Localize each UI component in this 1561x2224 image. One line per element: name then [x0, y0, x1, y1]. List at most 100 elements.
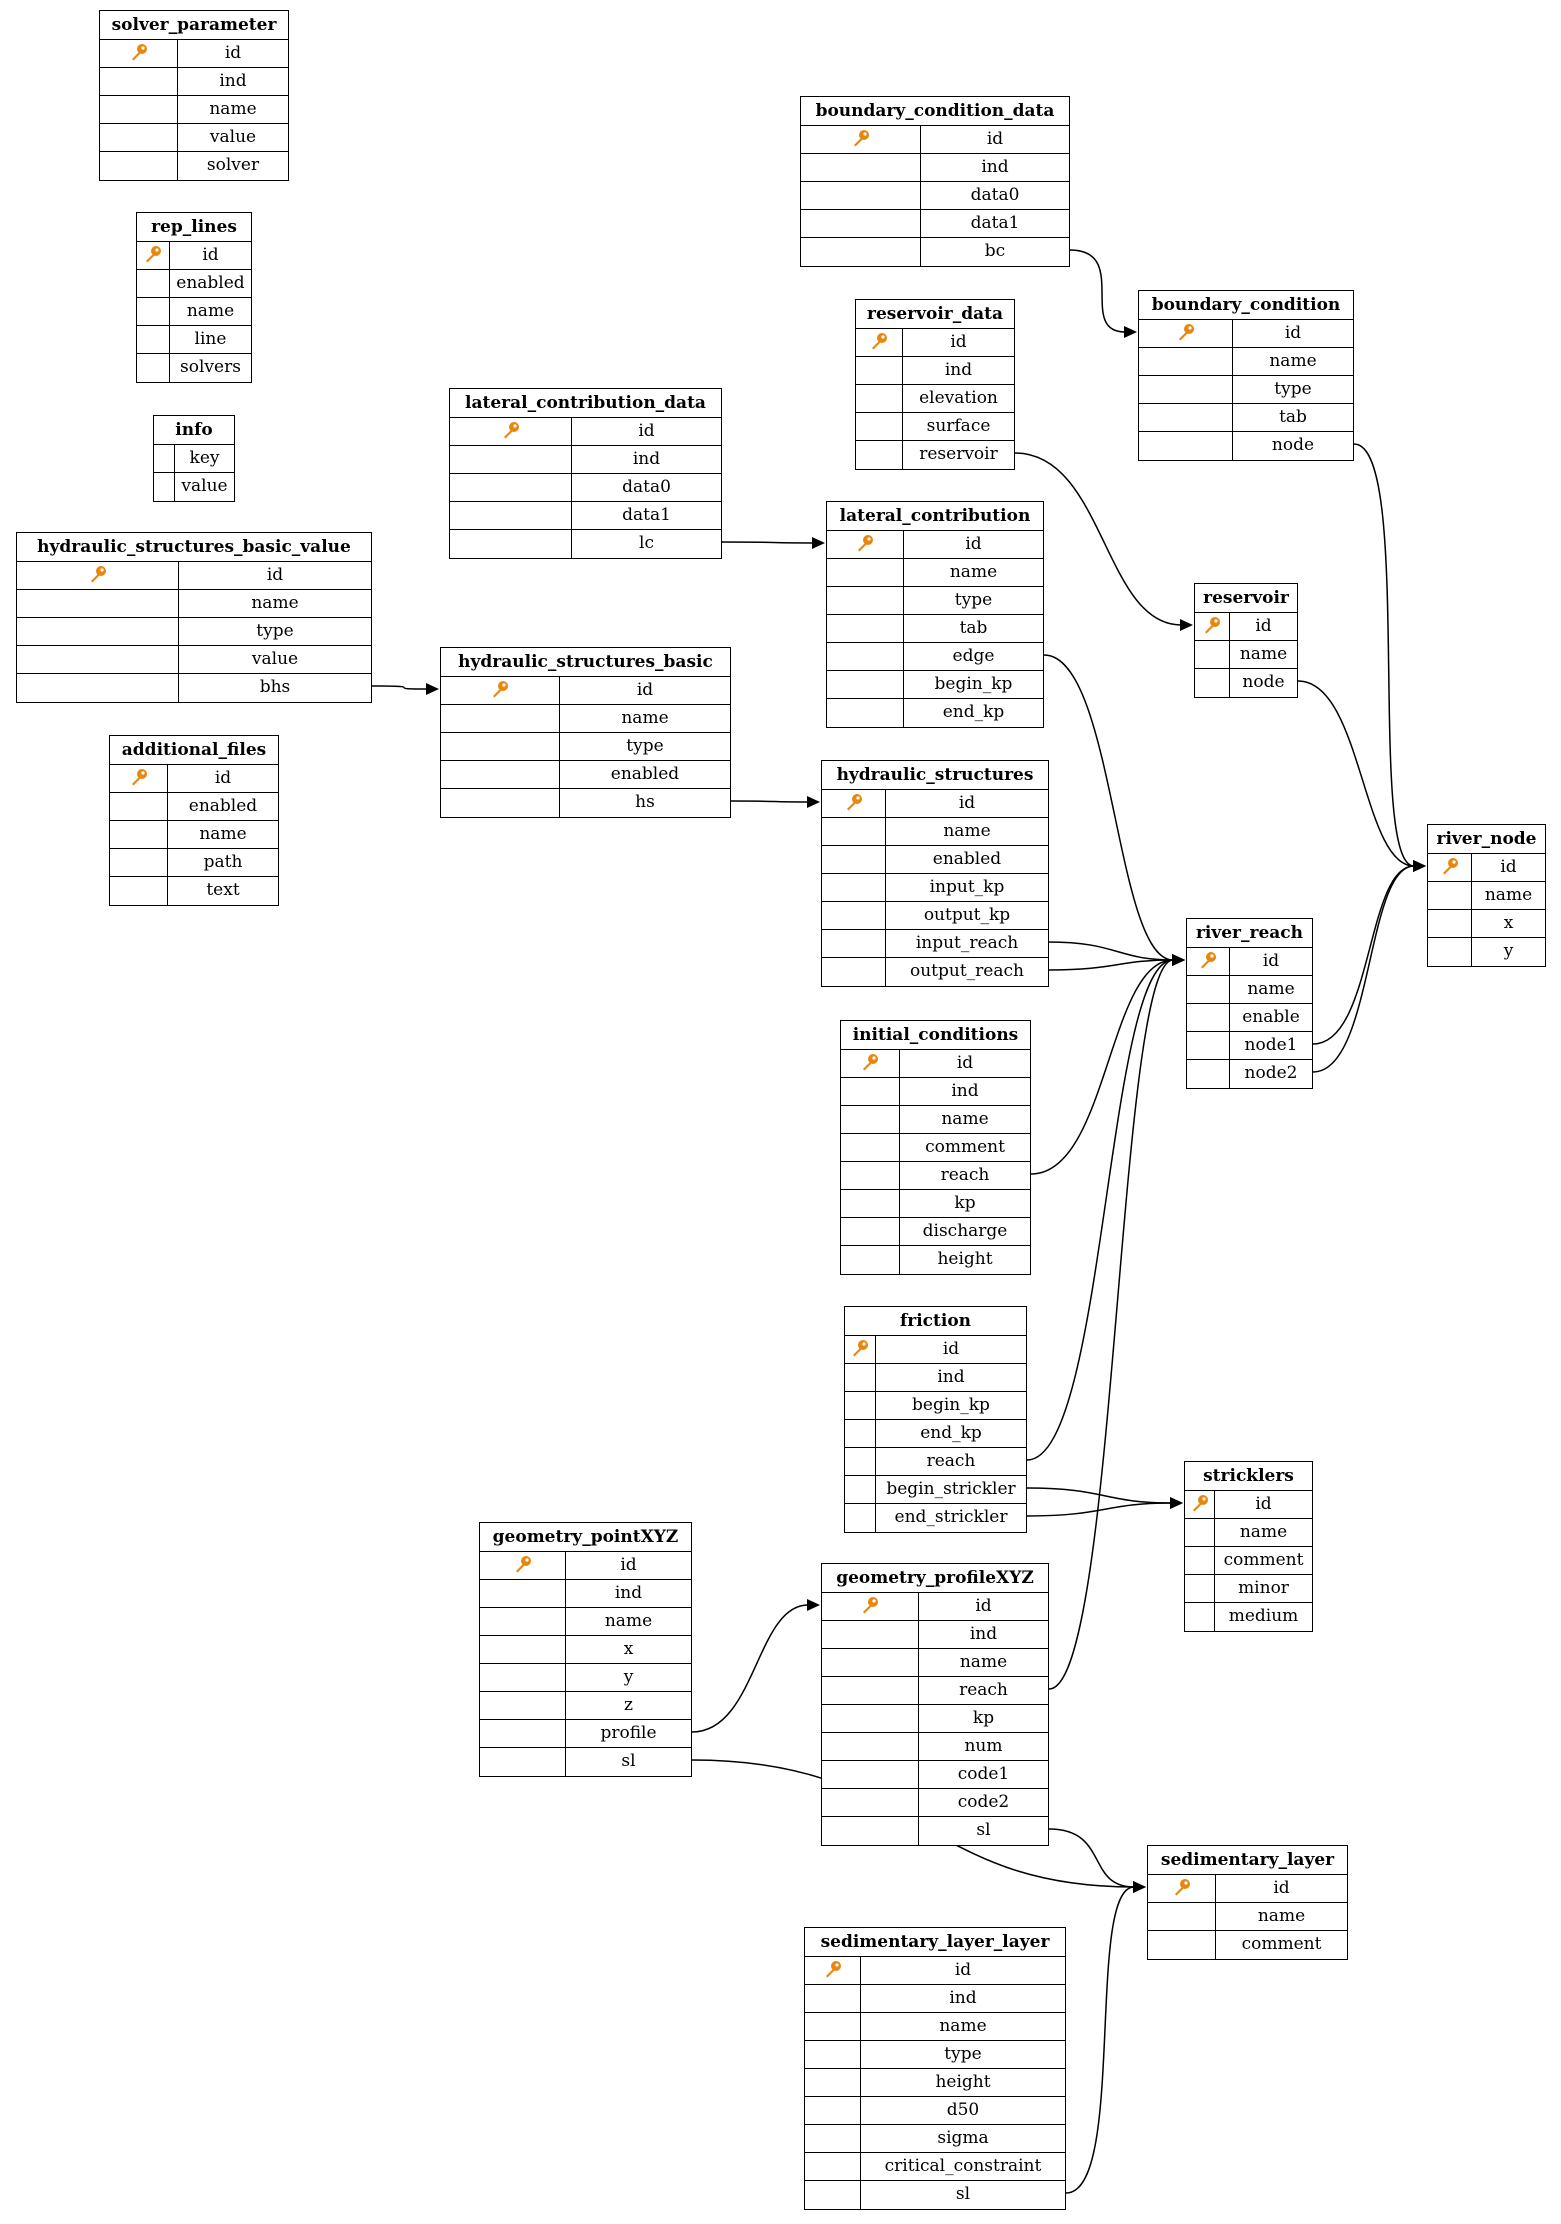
- key-icon: [860, 1052, 880, 1076]
- field-name: type: [256, 621, 294, 641]
- edge-hydraulic_structures-input_reach: [1048, 941, 1174, 961]
- field-name: name: [1257, 1906, 1306, 1926]
- field-name: value: [251, 649, 299, 669]
- field-name: node1: [1244, 1035, 1298, 1055]
- table-row: sl: [480, 1748, 691, 1776]
- field-name: medium: [1228, 1606, 1299, 1626]
- table-initial-conditions[interactable]: initial_conditions id ind name comment reach k…: [840, 1020, 1031, 1275]
- key-icon: [129, 42, 149, 66]
- field-name: x: [1503, 913, 1514, 933]
- field-name: type: [1274, 379, 1312, 399]
- edge-geometry_profileXYZ-sl: [1048, 1828, 1135, 1888]
- table-row: ind: [801, 154, 1069, 182]
- table-solver-parameter[interactable]: solver_parameter id ind name value solver: [99, 10, 289, 181]
- edge-hydraulic_structures_basic_value-bhs: [371, 685, 428, 690]
- field-name: id: [954, 1960, 972, 1980]
- field-name: enabled: [176, 273, 245, 293]
- table-row: data1: [450, 502, 721, 530]
- field-name: input_kp: [929, 877, 1005, 897]
- field-name: id: [950, 332, 967, 352]
- table-row: text: [110, 877, 278, 905]
- table-additional-files[interactable]: additional_files id enabled name path text: [109, 735, 279, 906]
- table-row: node: [1139, 432, 1353, 460]
- field-name: id: [202, 245, 219, 265]
- table-row: begin_kp: [845, 1392, 1026, 1420]
- table-rep-lines[interactable]: rep_lines id enabled name line solvers: [136, 212, 252, 383]
- table-row: lc: [450, 530, 721, 558]
- table-lateral-contribution[interactable]: lateral_contribution id name type tab edge beg…: [826, 501, 1044, 728]
- table-row: elevation: [856, 385, 1014, 413]
- table-row: reach: [822, 1677, 1048, 1705]
- table-row: id: [1428, 854, 1545, 882]
- table-title: hydraulic_structures_basic: [441, 648, 730, 677]
- table-row: name: [441, 705, 730, 733]
- edge-friction-begin_strickler: [1026, 1487, 1172, 1504]
- field-name: begin_strickler: [886, 1479, 1016, 1499]
- table-hydraulic-structures-basic-value[interactable]: hydraulic_structures_basic_value id name ty…: [16, 532, 372, 703]
- table-lateral-contribution-data[interactable]: lateral_contribution_data id ind data0 data1…: [449, 388, 722, 559]
- edge-reservoir-node: [1297, 680, 1415, 867]
- table-row: sigma: [805, 2125, 1065, 2153]
- table-geometry-pointXYZ[interactable]: geometry_pointXYZ id ind name x y z profile sl: [479, 1522, 692, 1777]
- field-name: input_reach: [915, 933, 1019, 953]
- table-title: info: [154, 416, 234, 445]
- table-row: type: [827, 587, 1043, 615]
- field-name: ind: [632, 449, 661, 469]
- field-name: id: [1284, 323, 1302, 343]
- field-name: hs: [635, 792, 655, 812]
- key-icon: [860, 1595, 880, 1619]
- table-reservoir-data[interactable]: reservoir_data id ind elevation surface reser…: [855, 299, 1015, 470]
- table-river-reach[interactable]: river_reach id name enable node1 node2: [1186, 918, 1313, 1089]
- field-name: type: [944, 2044, 982, 2064]
- table-info[interactable]: info key value: [153, 415, 235, 502]
- field-name: id: [638, 421, 655, 441]
- table-row: profile: [480, 1720, 691, 1748]
- table-reservoir[interactable]: reservoir id name node: [1194, 583, 1298, 698]
- field-name: name: [251, 593, 299, 613]
- field-name: begin_kp: [934, 674, 1013, 694]
- field-name: name: [209, 99, 257, 119]
- field-name: comment: [1223, 1550, 1304, 1570]
- key-icon: [1176, 322, 1196, 346]
- table-geometry-profileXYZ[interactable]: geometry_profileXYZ id ind name reach kp num co…: [821, 1563, 1049, 1846]
- table-hydraulic-structures[interactable]: hydraulic_structures id name enabled input_k…: [821, 760, 1049, 987]
- field-name: discharge: [922, 1221, 1008, 1241]
- table-row: value: [100, 124, 288, 152]
- table-row: id: [856, 329, 1014, 357]
- table-row: value: [154, 473, 234, 501]
- field-name: lc: [639, 533, 654, 553]
- key-icon: [490, 679, 510, 703]
- edge-lateral_contribution_data-lc: [721, 541, 814, 544]
- arrowhead-icon: [807, 1599, 820, 1611]
- field-name: path: [203, 852, 243, 872]
- table-stricklers[interactable]: stricklers id name comment minor medium: [1184, 1461, 1313, 1632]
- table-row: code2: [822, 1789, 1048, 1817]
- table-sedimentary-layer[interactable]: sedimentary_layer id name comment: [1147, 1845, 1348, 1960]
- field-name: bc: [984, 241, 1006, 261]
- table-hydraulic-structures-basic[interactable]: hydraulic_structures_basic id name type enab…: [440, 647, 731, 818]
- field-name: height: [937, 1249, 993, 1269]
- table-row: enabled: [822, 846, 1048, 874]
- table-river-node[interactable]: river_node id name x y: [1427, 824, 1546, 967]
- table-title: boundary_condition_data: [801, 97, 1069, 126]
- table-title: sedimentary_layer_layer: [805, 1928, 1065, 1957]
- table-row: x: [480, 1636, 691, 1664]
- table-row: ind: [841, 1078, 1030, 1106]
- edge-geometry_profileXYZ-reach: [1048, 959, 1174, 1690]
- table-friction[interactable]: friction id ind begin_kp end_kp reach begin_st…: [844, 1306, 1027, 1533]
- table-row: output_reach: [822, 958, 1048, 986]
- table-boundary-condition[interactable]: boundary_condition id name type tab node: [1138, 290, 1354, 461]
- table-row: id: [441, 677, 730, 705]
- table-row: id: [805, 1957, 1065, 1985]
- table-row: name: [1185, 1519, 1312, 1547]
- table-boundary-condition-data[interactable]: boundary_condition_data id ind data0 data1 bc: [800, 96, 1070, 267]
- table-row: surface: [856, 413, 1014, 441]
- table-sedimentary-layer-layer[interactable]: sedimentary_layer_layer id ind name type heig…: [804, 1927, 1066, 2210]
- field-name: kp: [954, 1193, 976, 1213]
- table-row: bc: [801, 238, 1069, 266]
- table-row: id: [1148, 1875, 1347, 1903]
- field-name: reservoir: [919, 444, 998, 464]
- table-title: lateral_contribution: [827, 502, 1043, 531]
- table-row: kp: [822, 1705, 1048, 1733]
- table-row: name: [110, 821, 278, 849]
